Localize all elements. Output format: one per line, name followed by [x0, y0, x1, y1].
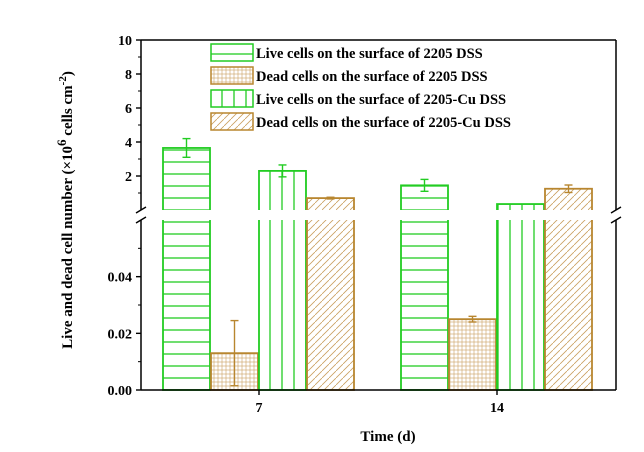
bar-group: [306, 196, 355, 391]
y-tick-label: 4: [125, 136, 132, 151]
legend-label: Live cells on the surface of 2205-Cu DSS: [256, 92, 506, 108]
y-tick-label: 8: [125, 68, 132, 83]
bar: [448, 318, 497, 391]
y-axis-label-close: ): [60, 71, 76, 76]
y-axis-label-unit: cells cm: [60, 85, 76, 136]
y-tick-label: 0.02: [108, 327, 133, 342]
legend-label: Live cells on the surface of 2205 DSS: [256, 46, 483, 62]
legend-swatch: [210, 112, 254, 131]
x-axis-label: Time (d): [360, 429, 415, 445]
y-axis-label-prefix: Live and dead cell number (×10: [60, 146, 76, 349]
axis-break-gap: [135, 210, 622, 220]
legend-item: Dead cells on the surface of 2205 DSS: [210, 66, 488, 85]
legend-item: Live cells on the surface of 2205-Cu DSS: [210, 89, 506, 108]
y-tick-label: 10: [118, 34, 132, 49]
legend-swatch: [210, 43, 254, 62]
y-tick-label: 0.00: [108, 384, 133, 399]
bar: [162, 147, 211, 391]
y-tick-label: 6: [125, 102, 132, 117]
bar-group: [544, 184, 593, 391]
bar-group: [496, 203, 545, 391]
legend-item: Live cells on the surface of 2205 DSS: [210, 43, 483, 62]
legend-item: Dead cells on the surface of 2205-Cu DSS: [210, 112, 511, 131]
bar: [258, 169, 307, 391]
axis-break-mark: [135, 206, 147, 214]
y-axis-label-exponent: 6: [54, 139, 69, 146]
axis-break-mark: [135, 216, 147, 224]
bar-group: [162, 137, 211, 391]
y-tick-label: 2: [125, 170, 132, 185]
legend-label: Dead cells on the surface of 2205-Cu DSS: [256, 115, 511, 131]
y-tick-label: 0.04: [108, 271, 133, 286]
bar-group: [258, 164, 307, 391]
bar: [306, 197, 355, 391]
axis-break-mark: [610, 206, 622, 214]
bar-group: [210, 319, 259, 391]
y-axis-label-unit-exponent: -2: [57, 76, 69, 86]
bar-group: [448, 315, 497, 391]
x-tick-label: 7: [256, 401, 263, 416]
y-axis-label: Live and dead cell number (×106 cells cm…: [54, 71, 76, 349]
legend-label: Dead cells on the surface of 2205 DSS: [256, 69, 488, 85]
legend-swatch: [210, 66, 254, 85]
bar: [496, 203, 545, 391]
legend-swatch: [210, 89, 254, 108]
x-tick-label: 14: [490, 401, 504, 416]
axis-break-mark: [610, 216, 622, 224]
